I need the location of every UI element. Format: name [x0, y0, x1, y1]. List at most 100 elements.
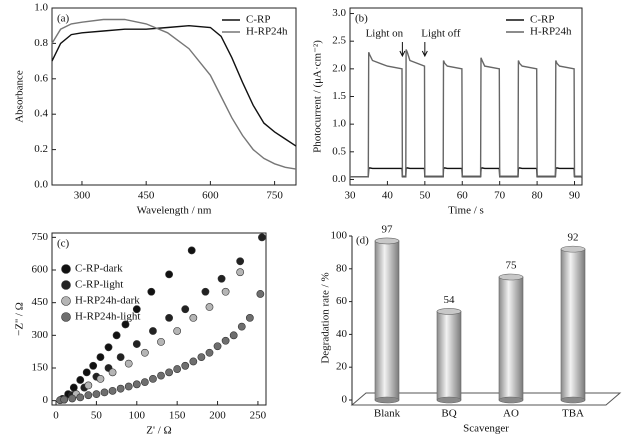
y-tick-label: 0.5 [332, 145, 346, 157]
y-tick-label: 80 [336, 262, 348, 274]
panel-label: (d) [356, 235, 369, 247]
data-point [258, 233, 266, 242]
annotation: Light on [366, 28, 404, 40]
legend-marker [61, 296, 71, 306]
value-label: 75 [506, 260, 518, 272]
y-axis-label: Absorbance [14, 70, 26, 123]
data-point [84, 391, 93, 400]
x-tick-label: 600 [202, 190, 219, 202]
data-point [229, 331, 238, 340]
panel-label: (c) [57, 238, 70, 250]
bar-cap [498, 273, 524, 281]
x-tick-label: Blank [374, 408, 401, 420]
y-tick-label: 150 [32, 362, 49, 374]
bar [436, 311, 462, 401]
x-tick-label: 50 [91, 410, 103, 422]
data-point [256, 290, 265, 298]
y-tick-label: 0.8 [34, 37, 48, 49]
y-tick-label: 0 [43, 394, 49, 406]
bar [560, 248, 586, 401]
legend-marker [61, 280, 71, 290]
data-line [51, 24, 297, 147]
data-point [108, 368, 117, 377]
data-point [187, 246, 196, 255]
data-point [236, 268, 245, 277]
x-tick-label: BQ [441, 408, 456, 420]
y-tick-label: 60 [336, 295, 348, 307]
data-point [165, 368, 173, 377]
data-point [121, 320, 130, 329]
data-point [157, 371, 165, 380]
y-tick-label: 0.0 [332, 173, 346, 185]
x-tick-label: 40 [382, 190, 394, 202]
y-axis-label: −Z'' / Ω [14, 302, 26, 336]
data-point [132, 380, 141, 389]
y-tick-label: 20 [336, 361, 348, 373]
data-point [197, 353, 206, 362]
data-point [189, 314, 198, 322]
bar-base [560, 396, 586, 404]
bar [498, 276, 524, 401]
x-tick-label: 750 [266, 190, 283, 202]
legend-label: C-RP-dark [75, 263, 123, 275]
x-tick-label: AO [503, 408, 519, 420]
data-point [60, 395, 69, 404]
x-tick-label: 450 [138, 190, 155, 202]
data-line [51, 18, 297, 170]
x-axis-label: Z' / Ω [146, 425, 171, 437]
data-point [116, 384, 125, 393]
panel-label: (b) [355, 13, 368, 25]
x-tick-label: 150 [169, 410, 186, 422]
x-tick-label: 100 [129, 410, 146, 422]
legend-label: C-RP [246, 14, 270, 26]
legend-label: H-RP24h [530, 26, 572, 38]
data-point [181, 361, 190, 370]
y-tick-label: 2.5 [332, 35, 346, 47]
data-point [140, 348, 149, 357]
data-point [221, 287, 230, 296]
bar-cap [560, 245, 586, 253]
legend-marker [61, 312, 71, 322]
data-point [82, 368, 91, 377]
data-point [165, 270, 173, 279]
data-point [205, 348, 214, 357]
bar-cap [374, 237, 400, 245]
data-point [116, 353, 125, 362]
y-tick-label: 750 [32, 231, 49, 243]
bar-base [498, 396, 524, 404]
data-point [140, 378, 149, 387]
data-point [245, 314, 254, 322]
legend-label: H-RP24h-dark [75, 295, 140, 307]
annotation: Light off [421, 28, 461, 40]
x-tick-label: 80 [532, 190, 544, 202]
data-point [132, 340, 141, 348]
annotation-arrow [421, 42, 428, 58]
data-line [350, 49, 582, 178]
legend-label: C-RP [530, 14, 554, 26]
data-point [124, 382, 133, 391]
data-point [84, 381, 93, 390]
floor [350, 392, 622, 406]
x-tick-label: 70 [494, 190, 506, 202]
y-tick-label: 3.0 [332, 7, 346, 19]
data-point [201, 287, 210, 296]
data-point [157, 337, 165, 346]
annotation-arrow [399, 42, 406, 58]
x-tick-label: 50 [419, 190, 431, 202]
y-tick-label: 1.0 [332, 118, 346, 130]
data-point [104, 343, 113, 352]
data-point [237, 322, 246, 331]
y-tick-label: 0 [342, 394, 348, 406]
y-tick-label: 2.0 [332, 62, 346, 74]
y-tick-label: 40 [336, 328, 348, 340]
data-point [213, 342, 222, 351]
y-tick-label: 0.2 [34, 143, 48, 155]
data-point [236, 257, 245, 266]
data-point [205, 303, 214, 311]
y-tick-label: 1.0 [34, 2, 48, 14]
bar [374, 240, 400, 401]
x-axis-label: Wavelength / nm [137, 205, 212, 217]
x-axis-label: Time / s [448, 205, 484, 217]
y-tick-label: 450 [32, 296, 49, 308]
